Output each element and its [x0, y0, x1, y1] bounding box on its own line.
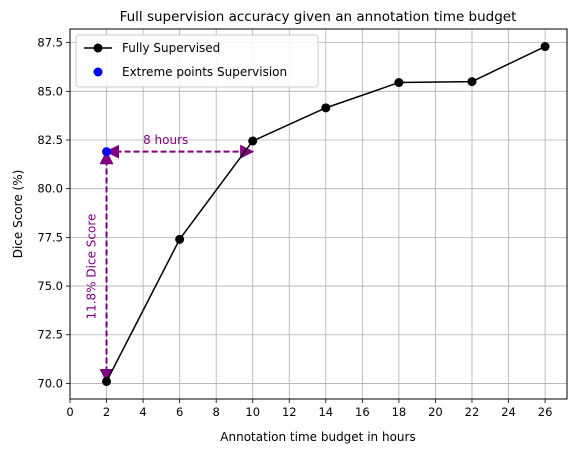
- annotations: 8 hours 11.8% Dice Score: [84, 133, 255, 383]
- data-point-extreme-points: [102, 147, 112, 157]
- legend-label-fully-supervised: Fully Supervised: [122, 41, 220, 55]
- x-axis-label: Annotation time budget in hours: [220, 430, 415, 444]
- x-tick-label: 26: [538, 405, 553, 419]
- y-tick-label: 77.5: [37, 230, 63, 244]
- x-tick-label: 22: [465, 405, 480, 419]
- grid: [69, 29, 567, 399]
- x-tick-label: 0: [66, 405, 73, 419]
- data-point-fully-supervised: [467, 77, 477, 87]
- y-tick-label: 82.5: [37, 133, 63, 147]
- data-point-fully-supervised: [540, 42, 550, 52]
- annotation-label: 11.8% Dice Score: [84, 214, 98, 320]
- x-tick-label: 10: [245, 405, 260, 419]
- series-layer: [102, 42, 550, 386]
- legend-label-extreme-points: Extreme points Supervision: [122, 65, 287, 79]
- data-point-fully-supervised: [248, 136, 258, 146]
- y-tick-label: 72.5: [37, 328, 63, 342]
- x-tick-label: 20: [428, 405, 443, 419]
- plot-area-frame: [69, 28, 568, 400]
- data-point-fully-supervised: [394, 78, 404, 88]
- x-tick-label: 6: [176, 405, 183, 419]
- annotation-label: 8 hours: [143, 133, 188, 147]
- legend: Fully Supervised Extreme points Supervis…: [75, 34, 319, 88]
- x-tick-label: 4: [139, 405, 146, 419]
- x-tick-label: 18: [392, 405, 407, 419]
- y-tick-label: 87.5: [37, 36, 63, 50]
- chart-title: Full supervision accuracy given an annot…: [120, 9, 517, 25]
- y-axis-label: Dice Score (%): [11, 170, 25, 259]
- data-point-fully-supervised: [175, 234, 185, 244]
- x-tick-label: 8: [213, 405, 220, 419]
- x-tick-label: 24: [501, 405, 516, 419]
- legend-marker-fully-supervised: [93, 43, 103, 53]
- y-tick-label: 75.0: [37, 279, 63, 293]
- x-tick-label: 14: [318, 405, 333, 419]
- y-tick-label: 70.0: [37, 376, 63, 390]
- x-tick-label: 12: [282, 405, 297, 419]
- legend-marker-extreme-points: [93, 67, 103, 77]
- data-point-fully-supervised: [102, 376, 112, 386]
- x-tick-label: 2: [103, 405, 110, 419]
- y-tick-label: 80.0: [37, 182, 63, 196]
- y-tick-label: 85.0: [37, 84, 63, 98]
- x-tick-label: 16: [355, 405, 370, 419]
- x-axis-ticks: 0 2 4 6 8 10 12 14 16 18 20 22 24 26: [66, 399, 552, 419]
- y-axis-ticks: 70.0 72.5 75.0 77.5 80.0 82.5 85.0 87.5: [37, 36, 70, 390]
- legend-box: [75, 34, 319, 88]
- data-point-fully-supervised: [321, 103, 331, 113]
